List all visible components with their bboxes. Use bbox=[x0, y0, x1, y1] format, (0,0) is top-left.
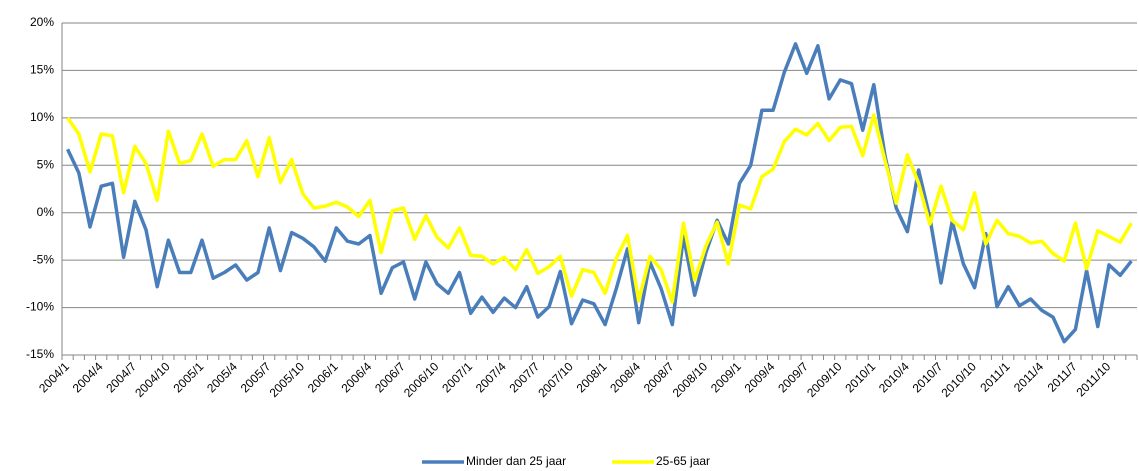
x-tick-label: 2004/10 bbox=[132, 359, 173, 400]
x-tick-label: 2005/10 bbox=[267, 359, 308, 400]
y-tick-label: 15% bbox=[30, 63, 54, 77]
x-tick-label: 2009/1 bbox=[708, 359, 744, 395]
y-tick-label: 20% bbox=[30, 15, 54, 29]
x-tick-label: 2006/4 bbox=[338, 359, 374, 395]
x-tick-label: 2004/1 bbox=[36, 359, 72, 395]
x-tick-label: 2006/10 bbox=[401, 359, 442, 400]
x-tick-label: 2009/10 bbox=[804, 359, 845, 400]
y-tick-label: -15% bbox=[26, 347, 54, 361]
x-tick-label: 2007/10 bbox=[535, 359, 576, 400]
x-tick-label: 2005/1 bbox=[170, 359, 206, 395]
x-tick-label: 2008/1 bbox=[574, 359, 610, 395]
legend-label: Minder dan 25 jaar bbox=[466, 454, 566, 468]
x-tick-label: 2011/1 bbox=[977, 359, 1012, 394]
x-tick-label: 2004/4 bbox=[70, 359, 106, 395]
x-tick-label: 2011/10 bbox=[1073, 359, 1113, 399]
y-tick-label: -10% bbox=[26, 300, 54, 314]
x-tick-label: 2007/1 bbox=[439, 359, 475, 395]
legend-label: 25-65 jaar bbox=[656, 454, 710, 468]
y-tick-label: -5% bbox=[33, 252, 55, 266]
y-tick-label: 10% bbox=[30, 110, 54, 124]
x-tick-label: 2007/4 bbox=[473, 359, 509, 395]
x-tick-label: 2010/10 bbox=[938, 359, 979, 400]
x-tick-label: 2006/1 bbox=[305, 359, 341, 395]
x-tick-label: 2010/4 bbox=[876, 359, 912, 395]
x-tick-label: 2010/1 bbox=[842, 359, 878, 395]
y-tick-label: 5% bbox=[37, 157, 55, 171]
series-line bbox=[66, 42, 1133, 344]
x-tick-label: 2005/4 bbox=[204, 359, 240, 395]
series-line bbox=[66, 113, 1133, 304]
y-tick-label: 0% bbox=[37, 205, 55, 219]
x-tick-label: 2008/10 bbox=[670, 359, 711, 400]
x-tick-label: 2008/4 bbox=[607, 359, 643, 395]
x-tick-label: 2011/4 bbox=[1011, 359, 1046, 394]
x-tick-label: 2009/4 bbox=[742, 359, 778, 395]
